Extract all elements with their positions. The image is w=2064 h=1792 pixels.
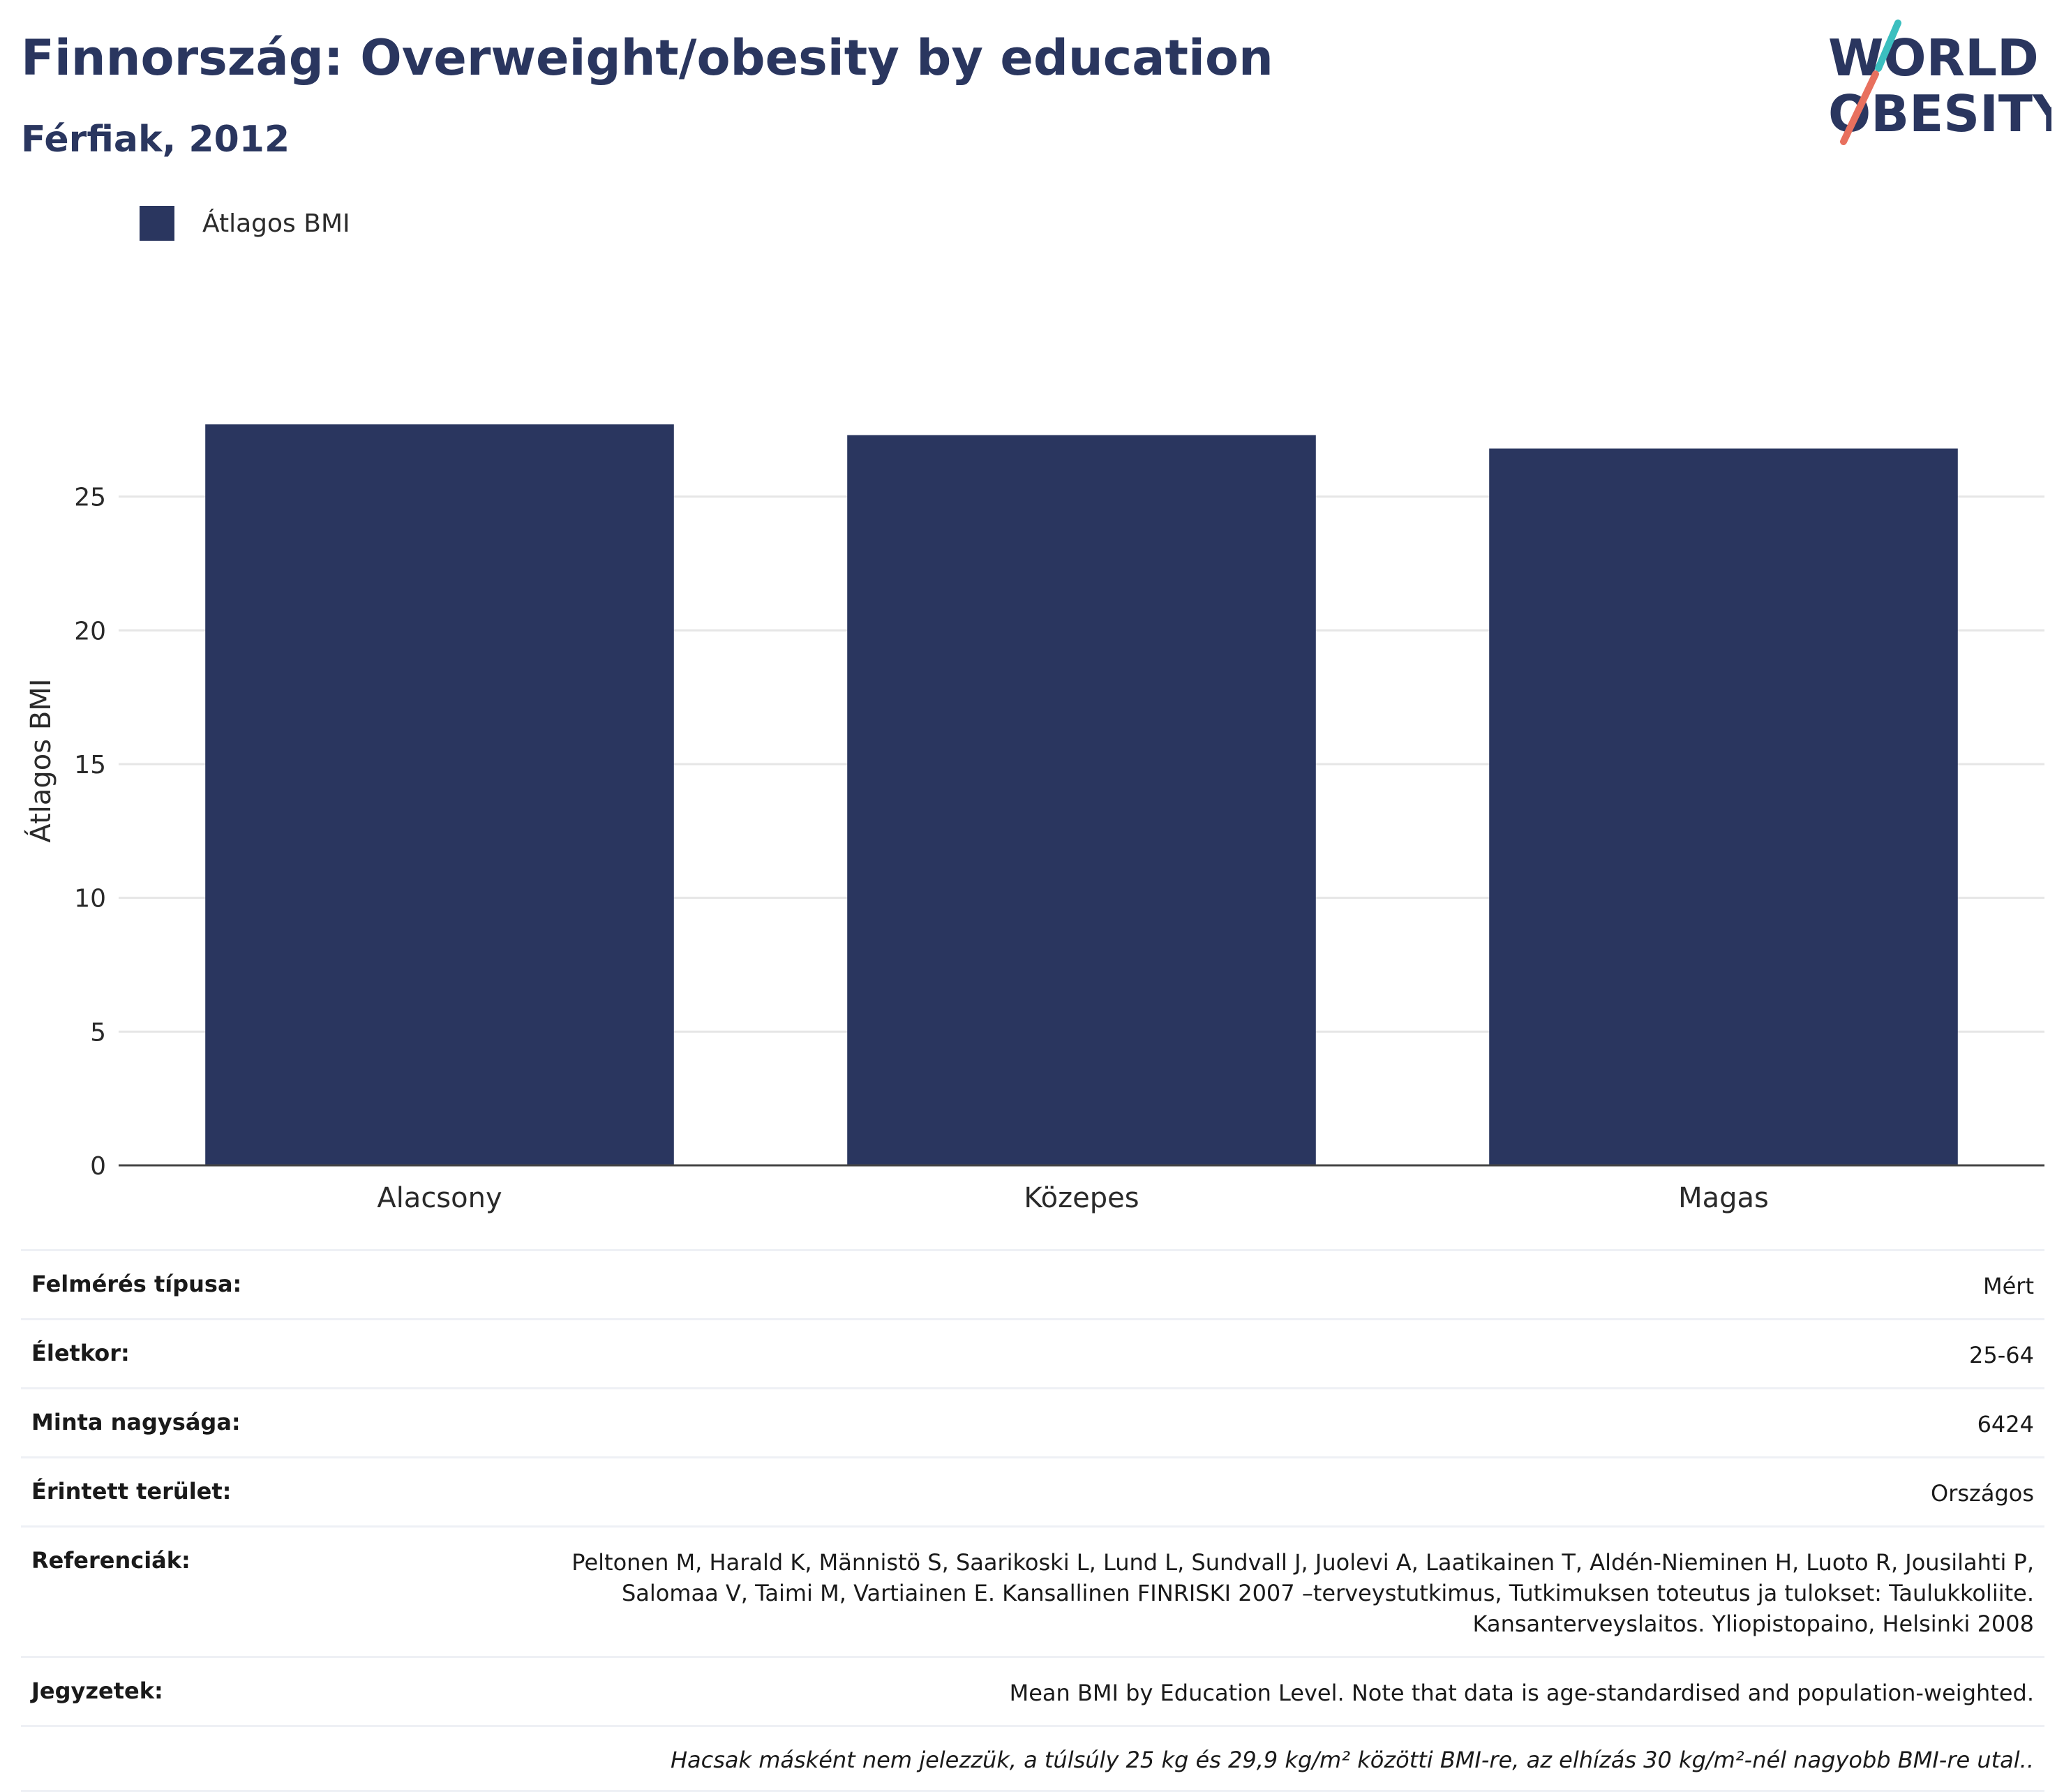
info-value: Mért [1983, 1273, 2034, 1299]
bars [205, 424, 1958, 1165]
info-key: Referenciák: [31, 1547, 190, 1574]
y-tick-label: 25 [74, 484, 106, 512]
y-tick-label: 15 [74, 751, 106, 779]
y-tick-label: 5 [90, 1018, 106, 1047]
x-tick-label: Alacsony [377, 1182, 502, 1214]
info-key: Felmérés típusa: [31, 1271, 242, 1297]
y-tick-label: 10 [74, 885, 106, 913]
y-tick-label: 20 [74, 617, 106, 645]
reference-line: Peltonen M, Harald K, Männistö S, Saarik… [571, 1549, 2034, 1576]
reference-line: Salomaa V, Taimi M, Vartiainen E. Kansal… [621, 1580, 2034, 1606]
legend-label: Átlagos BMI [202, 209, 350, 238]
bar[interactable] [1489, 448, 1958, 1165]
info-key: Jegyzetek: [31, 1678, 163, 1704]
reference-line: Kansanterveyslaitos. Yliopistopaino, Hel… [1472, 1611, 2034, 1637]
world-obesity-logo: WORLD OBESITY [1828, 20, 2051, 145]
info-row-footnote: Hacsak másként nem jelezzük, a túlsúly 2… [21, 1725, 2044, 1792]
logo-text-world: WORLD [1828, 29, 2039, 87]
info-row-sample-size: Minta nagysága: 6424 [21, 1387, 2044, 1456]
x-tick-label: Magas [1678, 1182, 1769, 1214]
info-table: Felmérés típusa: Mért Életkor: 25-64 Min… [21, 1249, 2044, 1792]
legend-swatch [140, 206, 174, 241]
info-key: Minta nagysága: [31, 1409, 241, 1435]
footnote: Hacsak másként nem jelezzük, a túlsúly 2… [670, 1747, 2034, 1773]
info-value: 25-64 [1969, 1342, 2034, 1368]
info-value: Országos [1931, 1480, 2034, 1507]
info-row-references: Referenciák: Peltonen M, Harald K, Männi… [21, 1525, 2044, 1656]
bar[interactable] [847, 435, 1316, 1166]
info-key: Életkor: [31, 1340, 130, 1366]
axes: 0 5 10 15 20 25 Alacsony Közepes Magas [74, 484, 2044, 1214]
x-tick-label: Közepes [1024, 1182, 1139, 1214]
bar-chart: 0 5 10 15 20 25 Alacsony Közepes Magas Átlagos B… [24, 424, 2044, 1214]
bar[interactable] [205, 424, 674, 1165]
chart-subtitle: Férfiak, 2012 [21, 119, 290, 160]
logo-slash-coral [1840, 70, 1879, 145]
info-row-notes: Jegyzetek: Mean BMI by Education Level. … [21, 1656, 2044, 1725]
info-value-references: Peltonen M, Harald K, Männistö S, Saarik… [571, 1547, 2034, 1639]
chart-title: Finnország: Overweight/obesity by educat… [21, 29, 1273, 87]
info-value: Mean BMI by Education Level. Note that d… [1009, 1680, 2034, 1706]
info-row-area: Érintett terület: Országos [21, 1456, 2044, 1525]
chart-legend[interactable]: Átlagos BMI [140, 206, 350, 241]
info-row-survey-type: Felmérés típusa: Mért [21, 1249, 2044, 1318]
y-axis-title: Átlagos BMI [24, 678, 57, 842]
info-row-age: Életkor: 25-64 [21, 1318, 2044, 1387]
info-key: Érintett terület: [31, 1478, 232, 1504]
y-tick-label: 0 [90, 1152, 106, 1181]
info-value: 6424 [1977, 1411, 2034, 1438]
logo-slash-teal [1875, 20, 1901, 72]
